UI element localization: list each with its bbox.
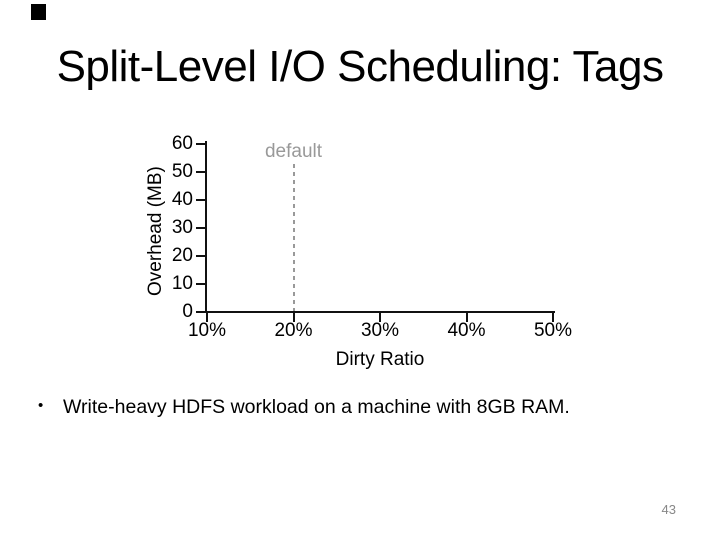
bullet-marker: • bbox=[38, 397, 44, 414]
y-tick bbox=[196, 227, 206, 229]
x-tick-label: 10% bbox=[187, 320, 227, 341]
y-tick-label: 0 bbox=[182, 301, 193, 322]
x-tick bbox=[552, 313, 554, 322]
x-tick-label: 30% bbox=[360, 320, 400, 341]
default-dashed-line bbox=[292, 164, 295, 311]
y-tick bbox=[196, 171, 206, 173]
slide-title: Split-Level I/O Scheduling: Tags bbox=[56, 42, 664, 91]
x-tick-label: 20% bbox=[274, 320, 313, 341]
page-number: 43 bbox=[661, 502, 676, 517]
default-annotation-label: default bbox=[264, 141, 323, 162]
y-axis-line bbox=[205, 141, 207, 313]
y-tick bbox=[196, 311, 206, 313]
y-tick bbox=[196, 255, 206, 257]
bullet-text: Write-heavy HDFS workload on a machine w… bbox=[63, 396, 570, 418]
y-tick-label: 10 bbox=[171, 273, 193, 294]
y-tick-label: 60 bbox=[171, 133, 193, 154]
overhead-vs-dirty-ratio-chart: Overhead (MB) 0 10 20 30 40 50 60 10% 20% 30% 40%… bbox=[145, 133, 573, 370]
x-tick-label: 50% bbox=[533, 320, 573, 341]
black-marker-artifact bbox=[31, 4, 46, 20]
x-tick bbox=[379, 313, 381, 322]
y-tick bbox=[196, 199, 206, 201]
x-axis-title: Dirty Ratio bbox=[335, 349, 425, 370]
y-tick-label: 50 bbox=[171, 161, 193, 182]
x-tick bbox=[206, 313, 208, 322]
y-tick-label: 30 bbox=[171, 217, 193, 238]
y-tick-label: 40 bbox=[171, 189, 193, 210]
x-tick bbox=[465, 313, 468, 322]
y-tick bbox=[196, 283, 206, 285]
x-tick-label: 40% bbox=[447, 320, 486, 341]
y-tick bbox=[196, 143, 206, 145]
x-tick bbox=[292, 313, 295, 322]
y-tick-label: 20 bbox=[171, 245, 193, 266]
x-axis-line bbox=[205, 311, 555, 313]
